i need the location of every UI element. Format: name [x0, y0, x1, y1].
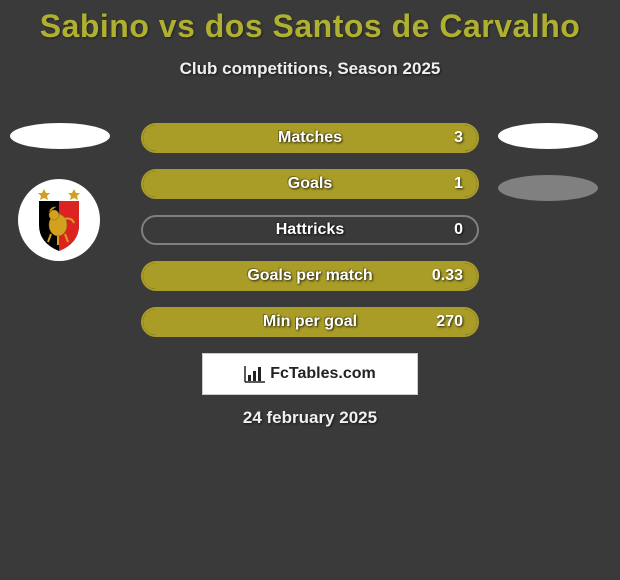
stat-value: 0 — [454, 221, 463, 239]
watermark: FcTables.com — [202, 353, 418, 395]
stat-label: Goals per match — [143, 267, 477, 285]
stat-row-goals-per-match: Goals per match 0.33 — [141, 261, 479, 291]
player-photo-placeholder-left — [10, 123, 110, 149]
stat-value: 3 — [454, 129, 463, 147]
watermark-text: FcTables.com — [270, 365, 376, 383]
stat-row-matches: Matches 3 — [141, 123, 479, 153]
date-label: 24 february 2025 — [0, 408, 620, 428]
player-photo-placeholder-right-bottom — [498, 175, 598, 201]
stats-container: Matches 3 Goals 1 Hattricks 0 Goals per … — [141, 123, 479, 353]
bar-chart-icon — [244, 365, 266, 383]
stat-value: 270 — [436, 313, 463, 331]
stat-label: Matches — [143, 129, 477, 147]
player-photo-placeholder-right-top — [498, 123, 598, 149]
stat-row-goals: Goals 1 — [141, 169, 479, 199]
page-title: Sabino vs dos Santos de Carvalho — [0, 0, 620, 45]
page-subtitle: Club competitions, Season 2025 — [0, 59, 620, 79]
stat-label: Goals — [143, 175, 477, 193]
stat-value: 0.33 — [432, 267, 463, 285]
stat-value: 1 — [454, 175, 463, 193]
stat-row-min-per-goal: Min per goal 270 — [141, 307, 479, 337]
club-badge-icon — [18, 179, 100, 261]
stat-label: Min per goal — [143, 313, 477, 331]
stat-row-hattricks: Hattricks 0 — [141, 215, 479, 245]
stat-label: Hattricks — [143, 221, 477, 239]
